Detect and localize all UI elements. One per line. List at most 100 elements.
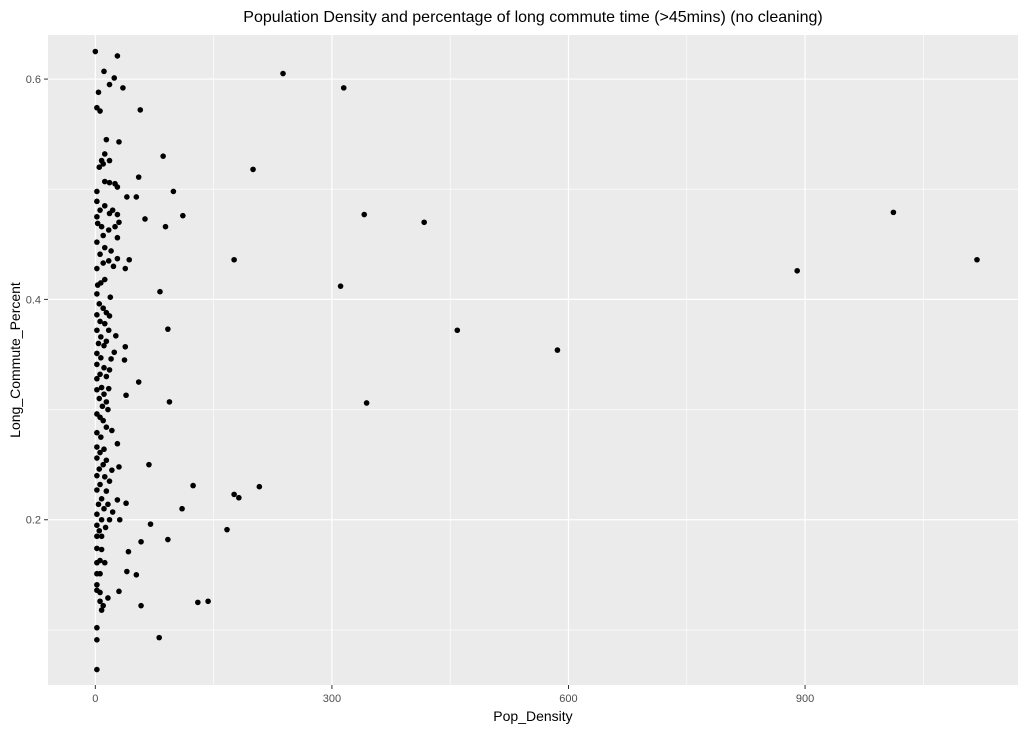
- data-point: [100, 305, 107, 312]
- data-point: [94, 188, 100, 195]
- x-tick-label: 300: [323, 693, 341, 705]
- data-point: [195, 599, 201, 606]
- y-axis-label: Long_Commute_Percent: [7, 282, 23, 438]
- data-point: [122, 265, 129, 272]
- data-point: [106, 367, 113, 373]
- data-point: [98, 516, 105, 523]
- data-point: [337, 283, 344, 289]
- grid-minor: [48, 35, 1018, 685]
- data-point: [101, 276, 108, 283]
- data-point: [101, 342, 107, 349]
- grid-major: [48, 35, 1018, 685]
- data-point: [166, 399, 173, 405]
- data-point: [100, 161, 107, 167]
- data-point: [96, 395, 103, 402]
- data-point: [101, 559, 108, 566]
- data-point: [94, 522, 100, 529]
- data-point: [94, 220, 101, 227]
- data-point: [94, 666, 100, 673]
- data-point: [113, 332, 119, 339]
- data-point: [109, 207, 116, 213]
- data-point: [106, 81, 113, 88]
- data-point: [95, 89, 102, 96]
- data-point: [98, 223, 105, 230]
- data-point: [138, 602, 144, 609]
- data-point: [165, 536, 171, 543]
- data-point: [179, 505, 185, 512]
- plot-panel: [48, 35, 1018, 685]
- data-point: [106, 516, 113, 523]
- data-point: [97, 557, 103, 564]
- data-point: [94, 455, 100, 461]
- data-point: [114, 184, 121, 190]
- data-point: [97, 318, 103, 325]
- data-point: [114, 234, 121, 241]
- data-point: [974, 256, 980, 263]
- data-point: [108, 248, 114, 254]
- data-point: [114, 255, 121, 262]
- data-point: [96, 527, 103, 534]
- data-point: [101, 320, 108, 327]
- data-point: [180, 212, 186, 219]
- data-point: [103, 457, 110, 464]
- data-point: [96, 164, 103, 171]
- x-axis-ticks: 0 300 600 900: [92, 685, 814, 705]
- data-point: [114, 440, 121, 447]
- data-point: [340, 85, 347, 91]
- data-point: [105, 258, 112, 264]
- data-point: [97, 251, 103, 258]
- data-point: [101, 364, 107, 371]
- data-point: [554, 347, 561, 353]
- data-point: [162, 223, 169, 230]
- data-point: [116, 219, 122, 226]
- data-point: [165, 326, 171, 332]
- data-point: [94, 429, 100, 436]
- data-point: [98, 280, 104, 286]
- data-point: [123, 500, 129, 507]
- data-point: [94, 198, 100, 205]
- data-point: [111, 75, 118, 81]
- data-point: [111, 349, 118, 356]
- data-point: [94, 239, 100, 245]
- data-point: [135, 379, 142, 385]
- data-point: [363, 400, 370, 406]
- data-point: [97, 449, 103, 456]
- x-tick-label: 900: [796, 693, 814, 705]
- data-point: [106, 157, 113, 164]
- data-point: [421, 219, 427, 226]
- data-point: [890, 209, 897, 216]
- data-point: [103, 136, 110, 143]
- data-point: [231, 491, 237, 498]
- data-point: [205, 598, 211, 605]
- y-tick-label: 0.6: [26, 74, 41, 86]
- data-point: [112, 223, 118, 230]
- data-point: [101, 151, 108, 157]
- data-points: [92, 48, 980, 673]
- data-point: [100, 260, 107, 266]
- data-point: [256, 483, 263, 490]
- data-point: [102, 524, 109, 531]
- data-point: [97, 589, 103, 596]
- data-point: [94, 312, 100, 318]
- data-point: [96, 301, 103, 307]
- data-point: [107, 294, 114, 301]
- data-point: [103, 424, 110, 431]
- data-point: [142, 216, 148, 222]
- data-point: [122, 343, 129, 350]
- data-point: [109, 509, 116, 515]
- data-point: [135, 174, 142, 180]
- data-point: [94, 533, 100, 540]
- data-point: [101, 202, 108, 209]
- data-point: [116, 139, 122, 145]
- data-point: [280, 70, 286, 77]
- data-point: [94, 327, 100, 334]
- data-point: [94, 637, 100, 643]
- data-point: [114, 53, 121, 59]
- data-point: [361, 211, 368, 218]
- x-tick-label: 600: [559, 693, 577, 705]
- data-point: [190, 482, 196, 489]
- data-point: [97, 108, 103, 114]
- data-point: [103, 488, 110, 494]
- data-point: [250, 166, 256, 173]
